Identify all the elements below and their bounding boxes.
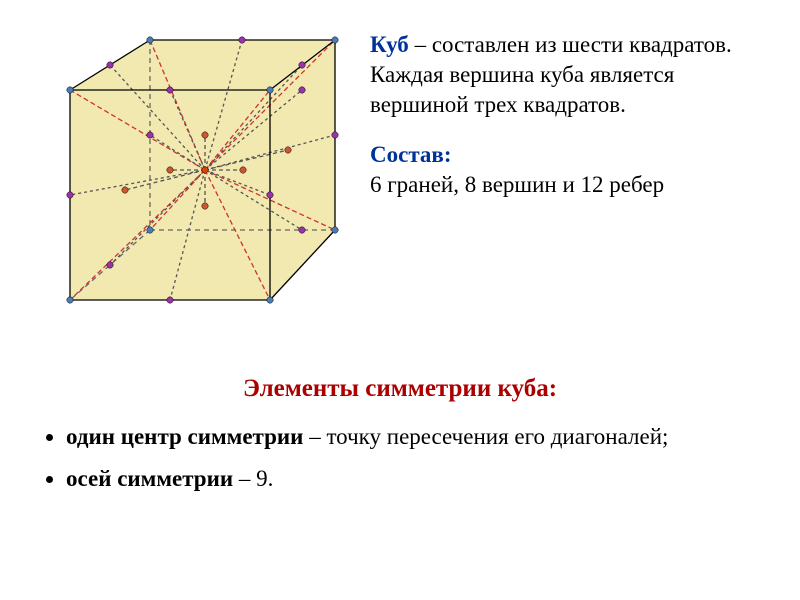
- cube-diagram-container: [30, 20, 350, 345]
- bullet-rest: – точку пересечения его диагоналей;: [303, 424, 668, 449]
- composition-keyword: Состав:: [370, 142, 451, 167]
- text-column: Куб – составлен из шести квадратов. Кажд…: [370, 20, 770, 199]
- cube-diagram: [30, 20, 350, 340]
- bullet-bold: один центр симметрии: [66, 424, 303, 449]
- intro-rest1: – составлен из шести квадратов.: [409, 32, 732, 57]
- composition-text: 6 граней, 8 вершин и 12 ребер: [370, 172, 664, 197]
- composition-block: Состав: 6 граней, 8 вершин и 12 ребер: [370, 140, 770, 200]
- bullet-item: один центр симметрии – точку пересечения…: [66, 421, 770, 453]
- cube-keyword: Куб: [370, 32, 409, 57]
- symmetry-heading: Элементы симметрии куба:: [30, 375, 770, 403]
- intro-text: Куб – составлен из шести квадратов. Кажд…: [370, 30, 770, 120]
- bullet-bold: осей симметрии: [66, 466, 233, 491]
- bullet-rest: – 9.: [233, 466, 273, 491]
- bullet-item: осей симметрии – 9.: [66, 463, 770, 495]
- intro-line2: Каждая вершина куба является вершиной тр…: [370, 62, 674, 117]
- bullet-list: один центр симметрии – точку пересечения…: [30, 421, 770, 495]
